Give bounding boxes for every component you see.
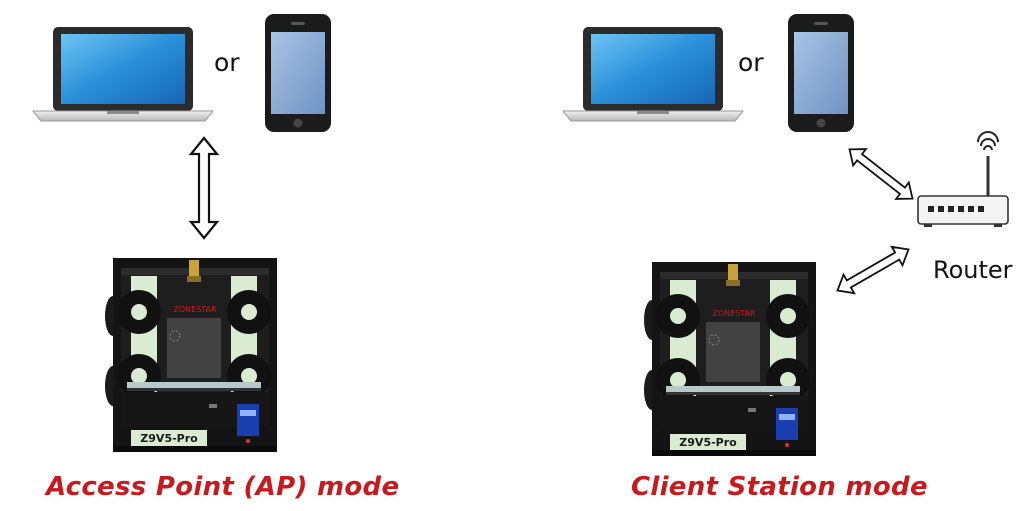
- double-arrow-icon: [842, 140, 920, 208]
- or-connector-label: or: [738, 48, 764, 77]
- printer-brand-label: ZONESTAR: [173, 305, 217, 314]
- printer-brand-label: ZONESTAR: [712, 309, 756, 318]
- printer-model-label: Z9V5-Pro: [679, 436, 737, 449]
- double-arrow-icon: [831, 239, 915, 301]
- left-panel-ap-mode: ZONESTAR Z9V5-Pro: [32, 14, 331, 453]
- client-station-mode-caption: Client Station mode: [631, 472, 928, 502]
- laptop-icon: [32, 26, 214, 122]
- or-connector-label: or: [214, 48, 240, 77]
- printer-model-label: Z9V5-Pro: [140, 432, 198, 445]
- smartphone-icon: [265, 14, 331, 132]
- laptop-icon: [562, 26, 744, 122]
- right-panel-client-mode: ZONESTAR Z9V5-Pro: [562, 14, 1009, 457]
- 3d-printer-icon: ZONESTAR Z9V5-Pro: [643, 261, 817, 457]
- router-label: Router: [933, 256, 1013, 284]
- ap-mode-caption: Access Point (AP) mode: [46, 472, 400, 502]
- 3d-printer-icon: ZONESTAR Z9V5-Pro: [104, 257, 278, 453]
- smartphone-icon: [788, 14, 854, 132]
- double-arrow-icon: [189, 136, 219, 240]
- wifi-router-icon: [917, 131, 1009, 227]
